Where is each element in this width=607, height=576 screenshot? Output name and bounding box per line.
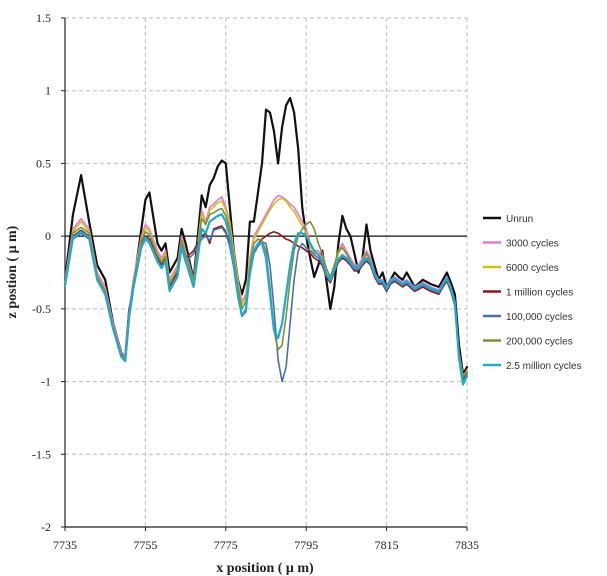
series-line-0 <box>63 96 469 376</box>
y-tick-label: -1 <box>41 375 51 389</box>
legend-label: Unrun <box>506 214 533 225</box>
x-tick-label: 7815 <box>375 538 399 552</box>
legend-label: 6000 cycles <box>506 263 559 274</box>
plot-area <box>63 96 469 386</box>
x-tick-label: 7755 <box>133 538 157 552</box>
y-tick-label: -2 <box>41 520 51 534</box>
series-line-3 <box>64 225 468 380</box>
legend-label: 100,000 cycles <box>506 312 573 323</box>
y-tick-label: 0 <box>45 229 51 243</box>
legend-label: 1 million cycles <box>506 288 573 299</box>
series-line-1 <box>64 194 468 379</box>
y-axis-title: z postion ( μ m) <box>5 225 20 318</box>
y-tick-label: -1.5 <box>32 447 51 461</box>
legend: Unrun 3000 cycles 6000 cycles 1 million cyc… <box>483 214 582 372</box>
y-tick-label: 1 <box>45 84 51 98</box>
x-tick-label: 7735 <box>53 538 77 552</box>
x-tick-label: 7775 <box>214 538 238 552</box>
grid <box>65 17 468 527</box>
legend-label: 3000 cycles <box>506 239 559 250</box>
x-axis-title: x position ( μ m) <box>216 561 314 576</box>
x-tick-label: 7795 <box>294 538 318 552</box>
series-line-6 <box>63 213 469 386</box>
legend-label: 2.5 million cycles <box>506 361 582 372</box>
legend-label: 200,000 cycles <box>506 337 573 348</box>
y-tick-label: -0.5 <box>32 302 51 316</box>
y-tick-label: 1.5 <box>36 11 51 25</box>
x-tick-label: 7835 <box>455 538 479 552</box>
y-tick-label: 0.5 <box>36 156 51 170</box>
